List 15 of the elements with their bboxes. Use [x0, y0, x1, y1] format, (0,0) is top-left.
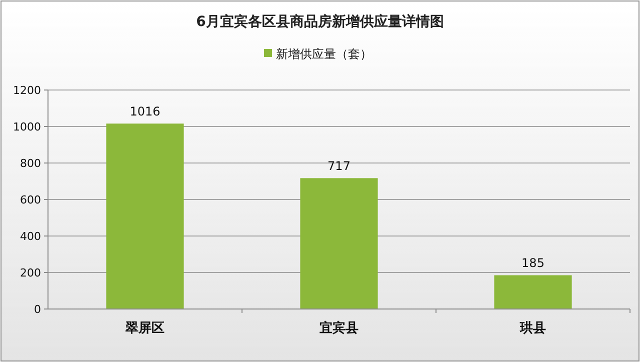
data-label: 717 [328, 159, 350, 174]
data-label: 1016 [130, 104, 160, 119]
data-label: 185 [522, 256, 544, 270]
x-tick-label: 珙县 [519, 321, 546, 336]
x-tick-label: 宜宾县 [320, 320, 358, 336]
x-tick-label: 翠屏区 [124, 321, 164, 336]
y-tick-label: 1000 [13, 120, 41, 134]
y-tick-label: 0 [34, 303, 41, 316]
y-tick-label: 800 [20, 157, 41, 170]
y-tick-label: 200 [20, 266, 41, 280]
legend-label: 新增供应量（套） [276, 47, 372, 61]
chart-title: 6月宜宾各区县商品房新增供应量详情图 [196, 13, 444, 30]
y-tick-label: 1200 [13, 84, 41, 97]
y-tick-label: 400 [20, 230, 41, 243]
y-tick-label: 600 [20, 194, 41, 206]
